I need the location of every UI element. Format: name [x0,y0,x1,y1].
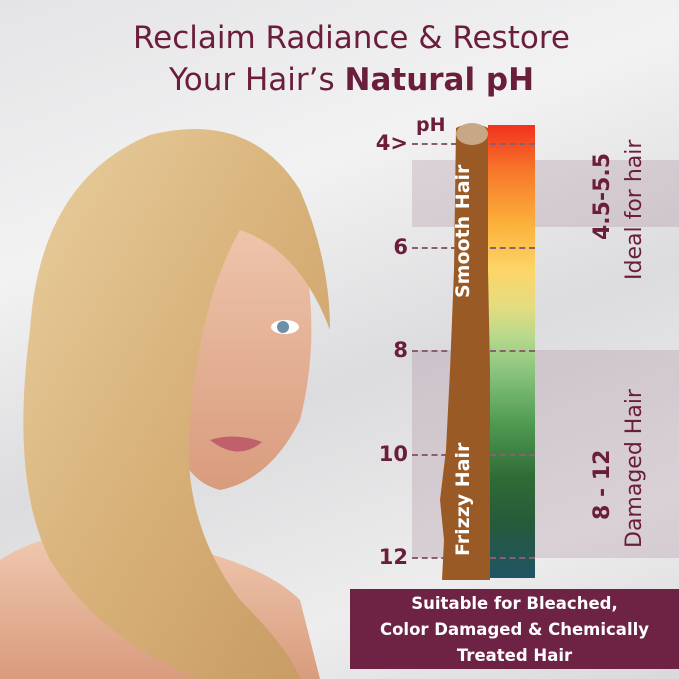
damaged-range-value: 8 - 12 [590,449,615,520]
headline-line-2: Your Hair’s Natural pH [12,60,679,100]
hair-strand-illustration [440,123,490,580]
tick-10: 10 [378,442,408,466]
ideal-range-label: 4.5-5.5 [590,153,615,240]
ph-unit-label: pH [416,114,446,136]
banner-line-2: Color Damaged & Chemically [379,620,650,639]
suitability-banner: Suitable for Bleached, Color Damaged & C… [350,589,679,669]
headline-line-1: Reclaim Radiance & Restore [133,20,570,56]
banner-line-1: Suitable for Bleached, [411,594,618,613]
damaged-range-label: 8 - 12 [590,450,615,520]
smooth-hair-label: Smooth Hair [452,164,474,298]
ideal-range-value: 4.5-5.5 [590,152,615,240]
ideal-range-desc: Ideal for hair [622,139,647,280]
frizzy-hair-label: Frizzy Hair [452,442,474,556]
tick-4: 4> [375,131,408,155]
headline-bold: Natural pH [344,62,535,98]
tick-6: 6 [393,235,408,259]
tick-8: 8 [393,338,408,362]
headline-prefix: Your Hair’s [168,62,345,98]
banner-line-3: Treated Hair [456,646,573,665]
tick-12: 12 [378,545,408,569]
damaged-range-desc: Damaged Hair [622,389,647,548]
